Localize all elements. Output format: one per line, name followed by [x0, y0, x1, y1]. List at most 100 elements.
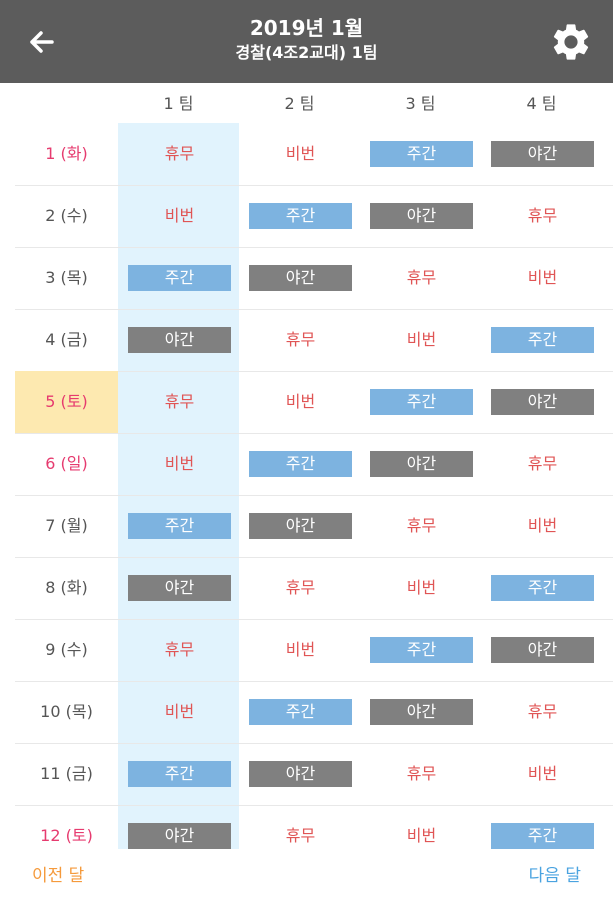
schedule-grid: 1 팀 2 팀 3 팀 4 팀 1 (화) 휴무 비번 주간 야간 2 (수) 비번 주간 야간… [0, 83, 613, 849]
prev-month-button[interactable]: 이전 달 [32, 866, 85, 886]
shift-label: 야간 [249, 265, 352, 291]
shift-cell[interactable]: 야간 [360, 433, 481, 495]
table-row[interactable]: 8 (화) 야간 휴무 비번 주간 [15, 557, 613, 620]
table-row[interactable]: 9 (수) 휴무 비번 주간 야간 [15, 619, 613, 682]
page-title: 2019년 1월 [249, 16, 364, 40]
table-row[interactable]: 7 (월) 주간 야간 휴무 비번 [15, 495, 613, 558]
app-bar: 2019년 1월 경찰(4조2교대) 1팀 [0, 0, 613, 83]
shift-label: 비번 [164, 702, 195, 721]
shift-cell[interactable]: 휴무 [239, 309, 360, 371]
shift-cell[interactable]: 야간 [360, 681, 481, 743]
shift-label: 주간 [370, 637, 473, 663]
date-cell: 3 (목) [45, 268, 88, 287]
team-header-2: 2 팀 [284, 94, 315, 113]
shift-cell[interactable]: 비번 [118, 185, 239, 247]
shift-label: 주간 [128, 265, 231, 291]
header-titles: 2019년 1월 경찰(4조2교대) 1팀 [100, 14, 513, 64]
shift-cell[interactable]: 야간 [481, 371, 602, 433]
shift-cell[interactable]: 비번 [481, 495, 602, 557]
shift-cell[interactable]: 비번 [239, 123, 360, 185]
date-cell: 10 (목) [40, 702, 93, 721]
shift-cell[interactable]: 주간 [239, 185, 360, 247]
shift-cell[interactable]: 야간 [481, 123, 602, 185]
table-row[interactable]: 2 (수) 비번 주간 야간 휴무 [15, 185, 613, 248]
table-row[interactable]: 3 (목) 주간 야간 휴무 비번 [15, 247, 613, 310]
shift-label: 주간 [128, 761, 231, 787]
shift-label: 비번 [406, 826, 437, 845]
shift-cell[interactable]: 비번 [481, 247, 602, 309]
shift-cell[interactable]: 야간 [360, 185, 481, 247]
shift-cell[interactable]: 야간 [118, 557, 239, 619]
shift-cell[interactable]: 휴무 [239, 805, 360, 849]
shift-label: 휴무 [285, 826, 316, 845]
shift-cell[interactable]: 야간 [481, 619, 602, 681]
shift-cell[interactable]: 비번 [239, 619, 360, 681]
shift-cell[interactable]: 휴무 [239, 557, 360, 619]
shift-cell[interactable]: 주간 [118, 495, 239, 557]
table-row[interactable]: 4 (금) 야간 휴무 비번 주간 [15, 309, 613, 372]
next-month-button[interactable]: 다음 달 [528, 866, 581, 886]
shift-label: 야간 [128, 575, 231, 601]
shift-cell[interactable]: 휴무 [360, 495, 481, 557]
shift-cell[interactable]: 휴무 [360, 743, 481, 805]
settings-button[interactable] [549, 20, 593, 64]
shift-cell[interactable]: 주간 [360, 123, 481, 185]
shift-cell[interactable]: 휴무 [360, 247, 481, 309]
shift-cell[interactable]: 비번 [118, 433, 239, 495]
shift-cell[interactable]: 야간 [239, 495, 360, 557]
back-button[interactable] [22, 24, 62, 60]
shift-cell[interactable]: 주간 [239, 681, 360, 743]
table-row[interactable]: 6 (일) 비번 주간 야간 휴무 [15, 433, 613, 496]
shift-cell[interactable]: 주간 [239, 433, 360, 495]
shift-cell[interactable]: 비번 [360, 557, 481, 619]
shift-cell[interactable]: 휴무 [481, 185, 602, 247]
shift-cell[interactable]: 야간 [118, 805, 239, 849]
table-row[interactable]: 10 (목) 비번 주간 야간 휴무 [15, 681, 613, 744]
shift-cell[interactable]: 휴무 [118, 371, 239, 433]
table-row[interactable]: 5 (토) 휴무 비번 주간 야간 [15, 371, 613, 434]
shift-label: 휴무 [527, 454, 558, 473]
shift-cell[interactable]: 휴무 [118, 619, 239, 681]
gear-icon [553, 24, 589, 60]
shift-label: 주간 [491, 575, 594, 601]
shift-cell[interactable]: 주간 [118, 247, 239, 309]
shift-cell[interactable]: 비번 [481, 743, 602, 805]
shift-cell[interactable]: 주간 [481, 805, 602, 849]
table-row[interactable]: 12 (토) 야간 휴무 비번 주간 [15, 805, 613, 849]
team-header-4: 4 팀 [526, 94, 557, 113]
shift-cell[interactable]: 휴무 [481, 433, 602, 495]
selected-team-highlight [118, 123, 239, 849]
shift-label: 주간 [249, 699, 352, 725]
shift-cell[interactable]: 비번 [360, 309, 481, 371]
shift-cell[interactable]: 휴무 [118, 123, 239, 185]
shift-label: 휴무 [164, 392, 195, 411]
team-header-row: 1 팀 2 팀 3 팀 4 팀 [0, 83, 613, 123]
shift-label: 야간 [370, 203, 473, 229]
date-cell: 6 (일) [45, 454, 88, 473]
table-row[interactable]: 11 (금) 주간 야간 휴무 비번 [15, 743, 613, 806]
shift-label: 비번 [164, 454, 195, 473]
footer-nav: 이전 달 다음 달 [0, 849, 613, 900]
table-row[interactable]: 1 (화) 휴무 비번 주간 야간 [15, 123, 613, 186]
shift-cell[interactable]: 야간 [239, 247, 360, 309]
shift-label: 휴무 [527, 206, 558, 225]
shift-cell[interactable]: 야간 [239, 743, 360, 805]
shift-cell[interactable]: 주간 [360, 371, 481, 433]
shift-label: 주간 [491, 327, 594, 353]
shift-cell[interactable]: 주간 [481, 557, 602, 619]
shift-cell[interactable]: 휴무 [481, 681, 602, 743]
shift-cell[interactable]: 주간 [118, 743, 239, 805]
shift-label: 야간 [370, 451, 473, 477]
shift-cell[interactable]: 주간 [481, 309, 602, 371]
shift-label: 휴무 [406, 764, 437, 783]
date-cell: 11 (금) [40, 764, 93, 783]
shift-cell[interactable]: 비번 [239, 371, 360, 433]
date-cell: 2 (수) [45, 206, 88, 225]
shift-label: 주간 [370, 141, 473, 167]
shift-label: 비번 [285, 640, 316, 659]
shift-cell[interactable]: 비번 [360, 805, 481, 849]
shift-cell[interactable]: 주간 [360, 619, 481, 681]
shift-cell[interactable]: 비번 [118, 681, 239, 743]
shift-label: 비번 [285, 392, 316, 411]
shift-cell[interactable]: 야간 [118, 309, 239, 371]
